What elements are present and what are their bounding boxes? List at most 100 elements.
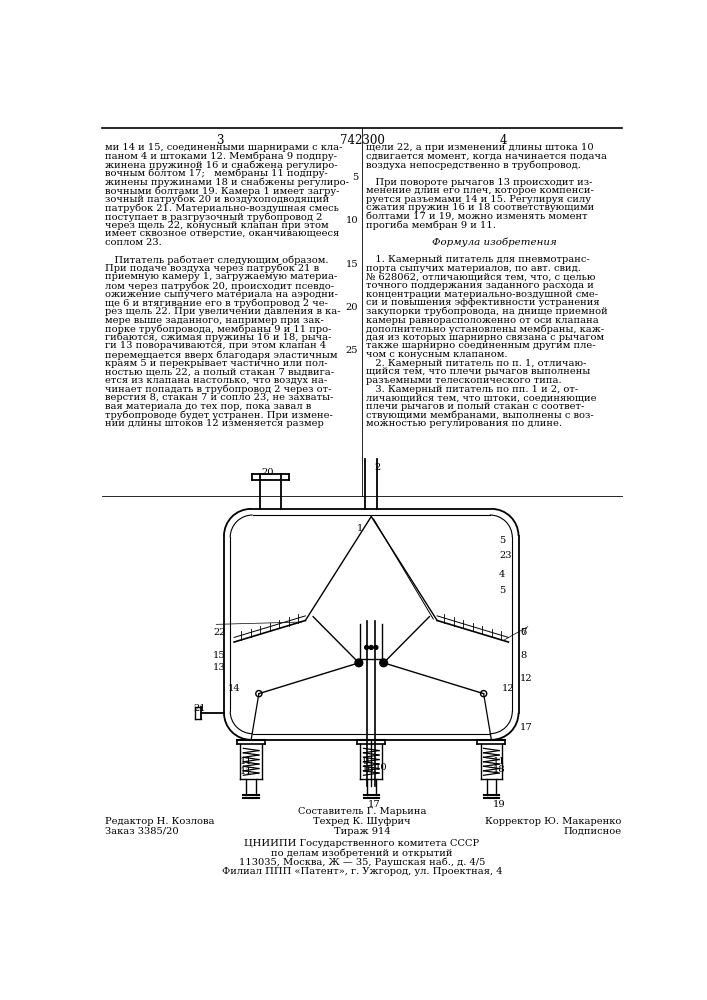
Text: 17: 17 <box>520 723 533 732</box>
Text: менение длин его плеч, которое компенси-: менение длин его плеч, которое компенси- <box>366 186 594 195</box>
Text: 21: 21 <box>193 704 206 713</box>
Text: 4: 4 <box>499 570 506 579</box>
Text: камеры равнорасположенно от оси клапана: камеры равнорасположенно от оси клапана <box>366 316 599 325</box>
Text: Заказ 3385/20: Заказ 3385/20 <box>105 827 179 836</box>
Text: 17: 17 <box>368 800 380 809</box>
Text: имеет сквозное отверстие, оканчивающееся: имеет сквозное отверстие, оканчивающееся <box>105 229 339 238</box>
Text: патрубок 21. Материально-воздушная смесь: патрубок 21. Материально-воздушная смесь <box>105 203 339 213</box>
Text: щели 22, а при изменении длины штока 10: щели 22, а при изменении длины штока 10 <box>366 143 593 152</box>
Text: 13: 13 <box>213 663 226 672</box>
Text: 15: 15 <box>346 260 358 269</box>
Text: мере выше заданного, например при зак-: мере выше заданного, например при зак- <box>105 316 325 325</box>
Text: При повороте рычагов 13 происходит из-: При повороте рычагов 13 происходит из- <box>366 178 592 187</box>
Text: ги 13 поворачиваются, при этом клапан 4: ги 13 поворачиваются, при этом клапан 4 <box>105 341 327 350</box>
Text: 11: 11 <box>240 767 253 776</box>
Text: 3: 3 <box>216 134 224 147</box>
Text: также шарнирно соединенным другим пле-: также шарнирно соединенным другим пле- <box>366 341 595 350</box>
Text: щийся тем, что плечи рычагов выполнены: щийся тем, что плечи рычагов выполнены <box>366 367 590 376</box>
Text: вочными болтами 19. Камера 1 имеет загру-: вочными болтами 19. Камера 1 имеет загру… <box>105 186 340 196</box>
Text: 8: 8 <box>520 651 526 660</box>
Text: по делам изобретений и открытий: по делам изобретений и открытий <box>271 848 452 858</box>
Text: 11: 11 <box>493 757 506 766</box>
Text: ЦНИИПИ Государственного комитета СССР: ЦНИИПИ Государственного комитета СССР <box>245 839 479 848</box>
Text: ожижение сыпучего материала на аэродни-: ожижение сыпучего материала на аэродни- <box>105 290 339 299</box>
Text: ми 14 и 15, соединенными шарнирами с кла-: ми 14 и 15, соединенными шарнирами с кла… <box>105 143 343 152</box>
Text: верстия 8, стакан 7 и сопло 23, не захваты-: верстия 8, стакан 7 и сопло 23, не захва… <box>105 393 334 402</box>
Text: 15: 15 <box>213 651 226 660</box>
Text: 113035, Москва, Ж — 35, Раушская наб., д. 4/5: 113035, Москва, Ж — 35, Раушская наб., д… <box>239 858 485 867</box>
Text: Питатель работает следующим образом.: Питатель работает следующим образом. <box>105 255 329 265</box>
Text: зочный патрубок 20 и воздухоподводящий: зочный патрубок 20 и воздухоподводящий <box>105 195 329 204</box>
Text: поступает в разгрузочный трубопровод 2: поступает в разгрузочный трубопровод 2 <box>105 212 323 222</box>
Text: краям 5 и перекрывает частично или пол-: краям 5 и перекрывает частично или пол- <box>105 359 328 368</box>
Text: через щель 22, конусный клапан при этом: через щель 22, конусный клапан при этом <box>105 221 329 230</box>
Text: 11: 11 <box>240 757 253 766</box>
Text: концентрации материально-воздушной сме-: концентрации материально-воздушной сме- <box>366 290 598 299</box>
Text: 25: 25 <box>346 346 358 355</box>
Text: 5: 5 <box>352 173 358 182</box>
Circle shape <box>369 646 373 649</box>
Circle shape <box>380 660 387 666</box>
Text: гибаются, сжимая пружины 16 и 18, рыча-: гибаются, сжимая пружины 16 и 18, рыча- <box>105 333 332 342</box>
Text: 10: 10 <box>346 216 358 225</box>
Text: дополнительно установлены мембраны, каж-: дополнительно установлены мембраны, каж- <box>366 324 604 334</box>
Text: си и повышения эффективности устранения: си и повышения эффективности устранения <box>366 298 600 307</box>
Text: 1. Камерный питатель для пневмотранс-: 1. Камерный питатель для пневмотранс- <box>366 255 590 264</box>
Text: 2: 2 <box>374 463 380 472</box>
Text: 3. Камерный питатель по пп. 1 и 2, от-: 3. Камерный питатель по пп. 1 и 2, от- <box>366 385 578 394</box>
Text: ностью щель 22, а полый стакан 7 выдвига-: ностью щель 22, а полый стакан 7 выдвига… <box>105 367 334 376</box>
Text: Формула изобретения: Формула изобретения <box>432 238 556 247</box>
Text: вочным болтом 17;   мембраны 11 подпру-: вочным болтом 17; мембраны 11 подпру- <box>105 169 328 178</box>
Text: 6: 6 <box>520 628 526 637</box>
Text: болтами 17 и 19, можно изменять момент: болтами 17 и 19, можно изменять момент <box>366 212 588 221</box>
Text: 14: 14 <box>228 684 240 693</box>
Text: сдвигается момент, когда начинается подача: сдвигается момент, когда начинается пода… <box>366 152 607 161</box>
Text: точного поддержания заданного расхода и: точного поддержания заданного расхода и <box>366 281 594 290</box>
Circle shape <box>356 660 362 666</box>
Text: плечи рычагов и полый стакан с соответ-: плечи рычагов и полый стакан с соответ- <box>366 402 584 411</box>
Text: 16: 16 <box>362 765 375 774</box>
Text: 12: 12 <box>520 674 532 683</box>
Text: Редактор Н. Козлова: Редактор Н. Козлова <box>105 817 215 826</box>
Text: вая материала до тех пор, пока завал в: вая материала до тех пор, пока завал в <box>105 402 312 411</box>
Text: воздуха непосредственно в трубопровод.: воздуха непосредственно в трубопровод. <box>366 160 580 170</box>
Text: 2. Камерный питатель по п. 1, отличаю-: 2. Камерный питатель по п. 1, отличаю- <box>366 359 586 368</box>
Text: Составитель Г. Марьина: Составитель Г. Марьина <box>298 807 426 816</box>
Text: ще 6 и втягивание его в трубопровод 2 че-: ще 6 и втягивание его в трубопровод 2 че… <box>105 298 329 308</box>
Text: 4: 4 <box>499 134 507 147</box>
Text: Тираж 914: Тираж 914 <box>334 827 390 836</box>
Text: 23: 23 <box>499 551 512 560</box>
Text: 5: 5 <box>499 586 506 595</box>
Text: 9: 9 <box>362 757 368 766</box>
Text: рез щель 22. При увеличении давления в ка-: рез щель 22. При увеличении давления в к… <box>105 307 341 316</box>
Text: трубопроводе будет устранен. При измене-: трубопроводе будет устранен. При измене- <box>105 410 333 420</box>
Text: приемную камеру 1, загружаемую материа-: приемную камеру 1, загружаемую материа- <box>105 272 338 281</box>
Text: 18: 18 <box>493 765 506 774</box>
Text: сжатия пружин 16 и 18 соответствующими: сжатия пружин 16 и 18 соответствующими <box>366 203 594 212</box>
Text: № 628062, отличающийся тем, что, с целью: № 628062, отличающийся тем, что, с целью <box>366 272 595 281</box>
Text: перемещается вверх благодаря эластичным: перемещается вверх благодаря эластичным <box>105 350 338 360</box>
Text: порта сыпучих материалов, по авт. свид.: порта сыпучих материалов, по авт. свид. <box>366 264 580 273</box>
Text: дая из которых шарнирно связана с рычагом: дая из которых шарнирно связана с рычаго… <box>366 333 604 342</box>
Text: 22: 22 <box>213 628 226 637</box>
Circle shape <box>365 646 368 649</box>
Text: 20: 20 <box>261 468 274 477</box>
Text: 5: 5 <box>499 536 506 545</box>
Text: Корректор Ю. Макаренко: Корректор Ю. Макаренко <box>485 817 621 826</box>
Text: Подписное: Подписное <box>563 827 621 836</box>
Text: ствующими мембранами, выполнены с воз-: ствующими мембранами, выполнены с воз- <box>366 410 594 420</box>
Text: порке трубопровода, мембраны 9 и 11 про-: порке трубопровода, мембраны 9 и 11 про- <box>105 324 332 334</box>
Text: можностью регулирования по длине.: можностью регулирования по длине. <box>366 419 562 428</box>
Text: лом через патрубок 20, происходит псевдо-: лом через патрубок 20, происходит псевдо… <box>105 281 334 291</box>
Text: 1: 1 <box>357 524 363 533</box>
Text: 19: 19 <box>493 800 506 809</box>
Text: Филиал ППП «Патент», г. Ужгород, ул. Проектная, 4: Филиал ППП «Патент», г. Ужгород, ул. Про… <box>222 867 502 876</box>
Text: При подаче воздуха через патрубок 21 в: При подаче воздуха через патрубок 21 в <box>105 264 320 273</box>
Circle shape <box>374 646 378 649</box>
Text: чом с конусным клапаном.: чом с конусным клапаном. <box>366 350 508 359</box>
Text: жинены пружинами 18 и снабжены регулиро-: жинены пружинами 18 и снабжены регулиро- <box>105 178 349 187</box>
Text: нии длины штоков 12 изменяется размер: нии длины штоков 12 изменяется размер <box>105 419 325 428</box>
Text: 742300: 742300 <box>339 134 385 147</box>
Text: ется из клапана настолько, что воздух на-: ется из клапана настолько, что воздух на… <box>105 376 327 385</box>
Text: прогиба мембран 9 и 11.: прогиба мембран 9 и 11. <box>366 221 496 230</box>
